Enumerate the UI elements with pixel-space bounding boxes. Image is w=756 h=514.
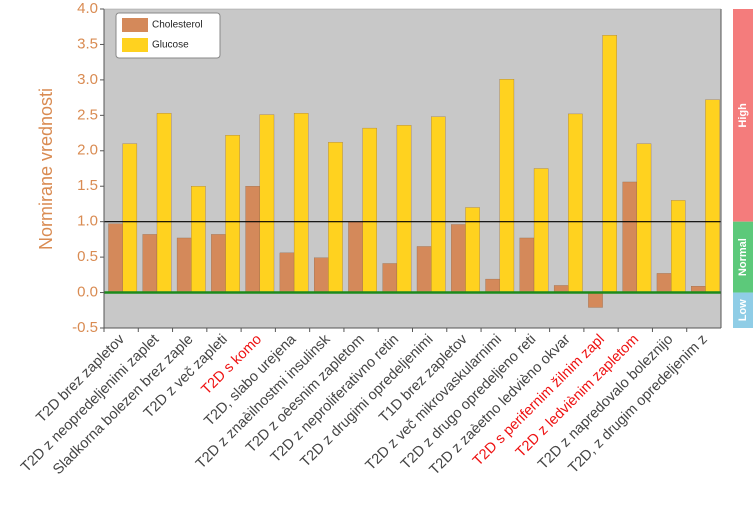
zone-normal <box>733 221 753 293</box>
y-tick-label: 3.5 <box>77 35 98 52</box>
y-tick-label: -0.5 <box>72 319 98 336</box>
bar-glucose <box>533 168 549 293</box>
bar-cholesterol <box>245 186 260 293</box>
bar-glucose <box>465 207 480 293</box>
bar-cholesterol <box>314 257 329 293</box>
y-tick-label: 4.0 <box>77 0 98 17</box>
y-axis-label: Normirane vrednosti <box>36 88 56 250</box>
bar-glucose <box>328 142 343 293</box>
bar-cholesterol <box>656 273 672 293</box>
zone-label: Normal <box>737 238 749 276</box>
legend: Cholesterol Glucose <box>115 12 221 59</box>
bar-cholesterol <box>382 263 398 293</box>
bar-glucose <box>636 143 652 293</box>
legend-swatch-glucose <box>122 38 148 52</box>
x-tick-label: Sladkorna bolezen brez zaple <box>50 332 196 478</box>
bar-cholesterol <box>211 234 226 293</box>
zone-label: Low <box>737 299 749 321</box>
y-tick-label: 0.5 <box>77 248 98 265</box>
zone-low <box>733 292 753 328</box>
zone-band: High Normal Low <box>733 9 753 328</box>
bar-glucose <box>396 125 412 293</box>
plot-background <box>104 9 721 328</box>
y-tick-label: 0.0 <box>77 284 98 301</box>
legend-label: Cholesterol <box>152 20 203 31</box>
bar-glucose <box>293 113 309 293</box>
bar-glucose <box>568 113 583 293</box>
bar-cholesterol <box>279 252 295 293</box>
bar-cholesterol <box>108 223 123 293</box>
bar-glucose <box>602 35 617 293</box>
y-tick-label: 2.0 <box>77 142 98 159</box>
bar-glucose <box>156 113 172 293</box>
zone-high <box>733 9 753 222</box>
bar-glucose <box>499 79 515 293</box>
reference-lines <box>104 221 721 294</box>
y-tick-label: 1.5 <box>77 177 98 194</box>
bar-cholesterol <box>588 292 603 308</box>
bars <box>108 35 720 308</box>
bar-cholesterol <box>416 246 432 293</box>
bar-glucose <box>670 200 686 293</box>
bar-cholesterol <box>519 237 535 293</box>
bar-cholesterol <box>622 181 638 293</box>
bar-cholesterol <box>485 278 500 293</box>
bar-glucose <box>259 114 275 293</box>
bar-glucose <box>705 99 720 293</box>
bar-cholesterol <box>348 221 363 293</box>
y-tick-label: 2.5 <box>77 106 98 123</box>
bar-glucose <box>362 127 377 293</box>
bar-cholesterol <box>142 234 158 293</box>
bar-glucose <box>191 186 206 293</box>
x-tick-label: T2D z neopredeljenimi zaplet <box>18 332 162 476</box>
bar-glucose <box>431 116 446 293</box>
zone-label: High <box>737 103 749 128</box>
bar-glucose <box>122 143 138 293</box>
y-tick-labels: -0.5 0.0 0.5 1.0 1.5 2.0 2.5 3.0 3.5 4.0 <box>72 0 104 336</box>
y-tick-label: 3.0 <box>77 71 98 88</box>
legend-swatch-cholesterol <box>122 18 148 32</box>
bar-cholesterol <box>176 237 192 293</box>
bar-glucose <box>225 135 240 293</box>
bar-cholesterol <box>451 224 466 293</box>
y-tick-label: 1.0 <box>77 213 98 230</box>
legend-label: Glucose <box>152 40 189 51</box>
